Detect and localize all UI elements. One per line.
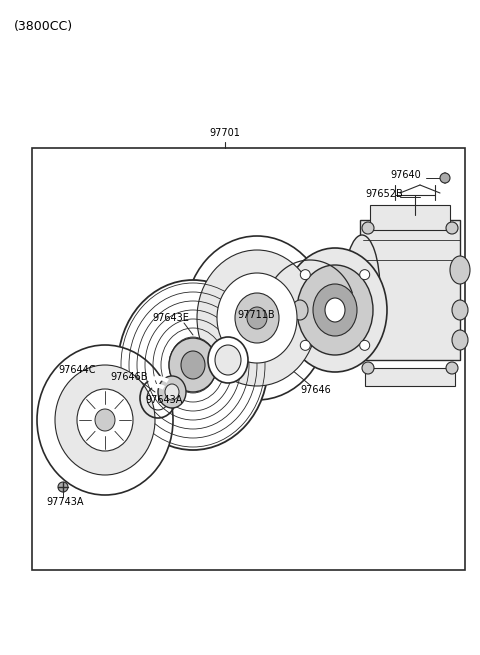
Ellipse shape: [285, 292, 315, 328]
Ellipse shape: [283, 248, 387, 372]
Ellipse shape: [452, 330, 468, 350]
Ellipse shape: [158, 376, 186, 408]
Circle shape: [362, 222, 374, 234]
Ellipse shape: [197, 250, 317, 386]
Circle shape: [300, 270, 310, 280]
Circle shape: [360, 270, 370, 280]
Ellipse shape: [217, 273, 297, 363]
Ellipse shape: [181, 351, 205, 379]
Ellipse shape: [247, 307, 267, 329]
Ellipse shape: [165, 384, 179, 400]
Bar: [32, 148, 465, 570]
Ellipse shape: [55, 365, 155, 475]
Bar: [365, 368, 455, 386]
Text: 97646B: 97646B: [110, 372, 147, 382]
Ellipse shape: [313, 284, 357, 336]
Text: 97743A: 97743A: [46, 497, 84, 507]
Ellipse shape: [215, 345, 241, 375]
Ellipse shape: [37, 345, 173, 495]
Text: 97652B: 97652B: [365, 189, 403, 199]
Circle shape: [440, 173, 450, 183]
Ellipse shape: [208, 337, 248, 383]
Bar: [370, 205, 450, 230]
Text: 97711B: 97711B: [237, 310, 275, 320]
Text: (3800CC): (3800CC): [14, 20, 73, 33]
Ellipse shape: [169, 338, 217, 392]
Ellipse shape: [452, 300, 468, 320]
Bar: [360, 220, 460, 360]
Ellipse shape: [344, 235, 380, 345]
Ellipse shape: [235, 293, 279, 343]
Ellipse shape: [118, 280, 268, 450]
Text: 97644C: 97644C: [58, 365, 96, 375]
Text: 97646: 97646: [300, 385, 331, 395]
Text: 97643A: 97643A: [145, 395, 182, 405]
Circle shape: [362, 362, 374, 374]
Bar: [272, 326, 290, 338]
Text: 97701: 97701: [210, 128, 240, 138]
Ellipse shape: [297, 265, 373, 355]
Circle shape: [300, 341, 310, 350]
Circle shape: [58, 482, 68, 492]
Text: 97643E: 97643E: [152, 313, 189, 323]
Ellipse shape: [450, 256, 470, 284]
Circle shape: [360, 341, 370, 350]
Text: 97640: 97640: [390, 170, 421, 180]
Ellipse shape: [292, 300, 308, 320]
Circle shape: [446, 362, 458, 374]
Ellipse shape: [185, 236, 329, 400]
Ellipse shape: [95, 409, 115, 431]
Ellipse shape: [325, 298, 345, 322]
Ellipse shape: [77, 389, 133, 451]
Circle shape: [446, 222, 458, 234]
